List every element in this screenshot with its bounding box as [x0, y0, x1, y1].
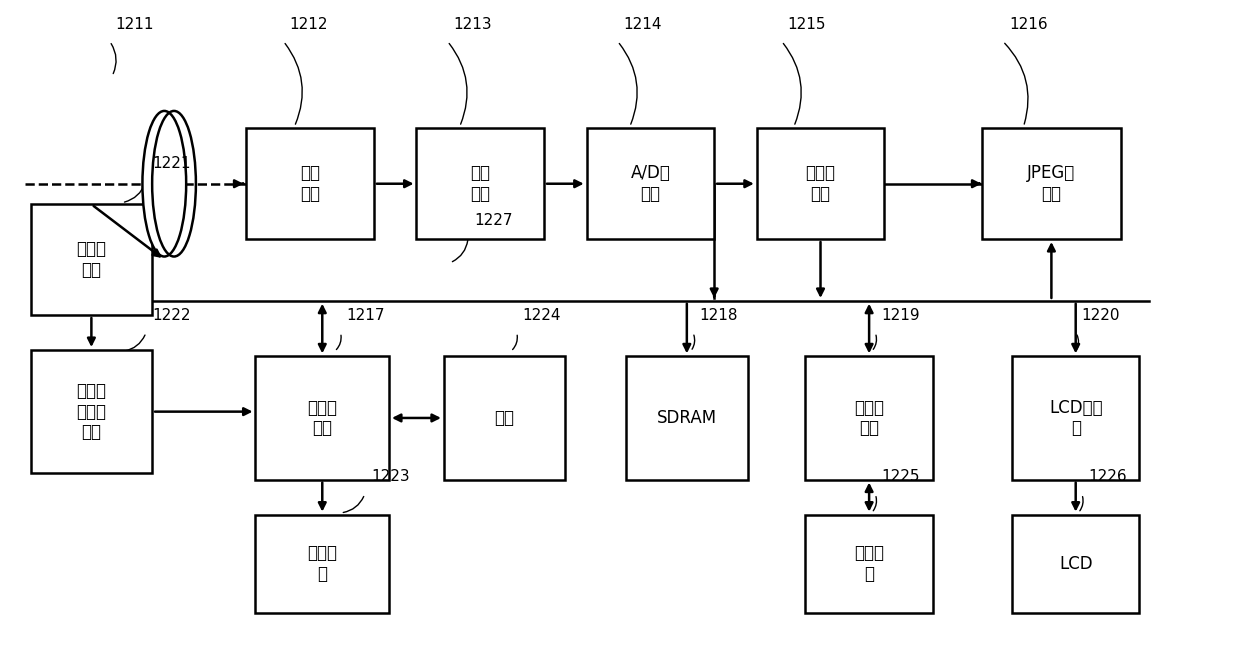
Text: 微型计
算机: 微型计 算机 [308, 399, 337, 437]
FancyBboxPatch shape [247, 129, 374, 239]
FancyBboxPatch shape [31, 204, 153, 315]
Ellipse shape [143, 111, 186, 256]
Text: 1221: 1221 [153, 156, 191, 171]
Text: 1211: 1211 [115, 17, 154, 32]
Text: 1226: 1226 [1087, 470, 1126, 484]
Text: 记录介
质: 记录介 质 [854, 544, 884, 583]
Text: 1213: 1213 [454, 17, 492, 32]
FancyBboxPatch shape [444, 356, 565, 480]
Text: 1217: 1217 [346, 308, 386, 323]
Text: 1218: 1218 [699, 308, 738, 323]
FancyBboxPatch shape [255, 514, 389, 612]
Text: LCD驱动
器: LCD驱动 器 [1049, 399, 1102, 437]
Text: 1223: 1223 [371, 470, 409, 484]
Text: 闪存: 闪存 [495, 409, 515, 427]
Text: 1224: 1224 [523, 308, 562, 323]
Text: 镜头驱
动器: 镜头驱 动器 [77, 240, 107, 279]
Text: JPEG处
理器: JPEG处 理器 [1027, 164, 1075, 203]
FancyBboxPatch shape [805, 514, 932, 612]
FancyBboxPatch shape [417, 129, 544, 239]
FancyBboxPatch shape [1012, 356, 1140, 480]
Text: 镜头驱
动控制
电路: 镜头驱 动控制 电路 [77, 382, 107, 441]
Text: 图像处
理器: 图像处 理器 [806, 164, 836, 203]
Text: 1219: 1219 [882, 308, 920, 323]
FancyBboxPatch shape [587, 129, 714, 239]
FancyBboxPatch shape [31, 350, 153, 474]
Text: 1212: 1212 [289, 17, 327, 32]
FancyBboxPatch shape [805, 356, 932, 480]
Text: 1216: 1216 [1009, 17, 1048, 32]
Text: 1227: 1227 [474, 213, 512, 228]
Text: A/D转
换器: A/D转 换器 [630, 164, 671, 203]
Text: 摄像
电路: 摄像 电路 [470, 164, 490, 203]
FancyBboxPatch shape [626, 356, 748, 480]
Text: 存储器
接口: 存储器 接口 [854, 399, 884, 437]
Text: LCD: LCD [1059, 554, 1092, 572]
Text: 1215: 1215 [787, 17, 826, 32]
Text: 摄像
元件: 摄像 元件 [300, 164, 320, 203]
FancyBboxPatch shape [756, 129, 884, 239]
Text: 1222: 1222 [153, 308, 191, 323]
Text: SDRAM: SDRAM [657, 409, 717, 427]
Text: 操作单
元: 操作单 元 [308, 544, 337, 583]
Text: 1214: 1214 [624, 17, 662, 32]
FancyBboxPatch shape [982, 129, 1121, 239]
FancyBboxPatch shape [255, 356, 389, 480]
FancyBboxPatch shape [1012, 514, 1140, 612]
Text: 1220: 1220 [1081, 308, 1120, 323]
Text: 1225: 1225 [882, 470, 920, 484]
